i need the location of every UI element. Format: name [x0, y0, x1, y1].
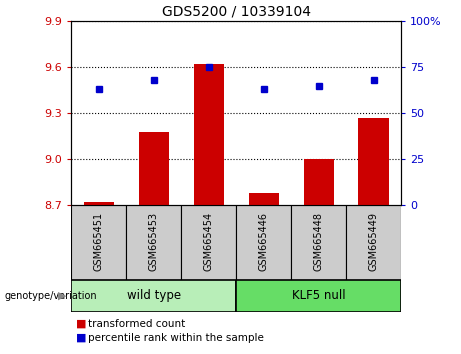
Bar	[71, 205, 126, 280]
Text: wild type: wild type	[127, 289, 181, 302]
Bar	[139, 132, 169, 205]
Text: GSM665451: GSM665451	[94, 211, 104, 270]
Text: GSM665446: GSM665446	[259, 211, 269, 270]
Text: transformed count: transformed count	[88, 319, 185, 329]
Text: GSM665449: GSM665449	[369, 211, 378, 270]
Bar	[346, 205, 401, 280]
Text: GSM665453: GSM665453	[149, 211, 159, 270]
Bar	[303, 159, 334, 205]
Bar	[126, 205, 181, 280]
Text: KLF5 null: KLF5 null	[292, 289, 345, 302]
Bar	[194, 64, 224, 205]
Bar	[84, 202, 114, 205]
Text: ■: ■	[76, 333, 87, 343]
Title: GDS5200 / 10339104: GDS5200 / 10339104	[162, 5, 311, 19]
Text: ■: ■	[76, 319, 87, 329]
Bar	[71, 280, 236, 312]
Bar	[248, 193, 279, 205]
Bar	[181, 205, 236, 280]
Bar	[236, 280, 401, 312]
Text: GSM665454: GSM665454	[204, 211, 214, 270]
Text: ▶: ▶	[59, 291, 67, 301]
Text: GSM665448: GSM665448	[313, 211, 324, 270]
Bar	[291, 205, 346, 280]
Bar	[236, 205, 291, 280]
Bar	[359, 118, 389, 205]
Text: genotype/variation: genotype/variation	[5, 291, 97, 301]
Text: percentile rank within the sample: percentile rank within the sample	[88, 333, 264, 343]
